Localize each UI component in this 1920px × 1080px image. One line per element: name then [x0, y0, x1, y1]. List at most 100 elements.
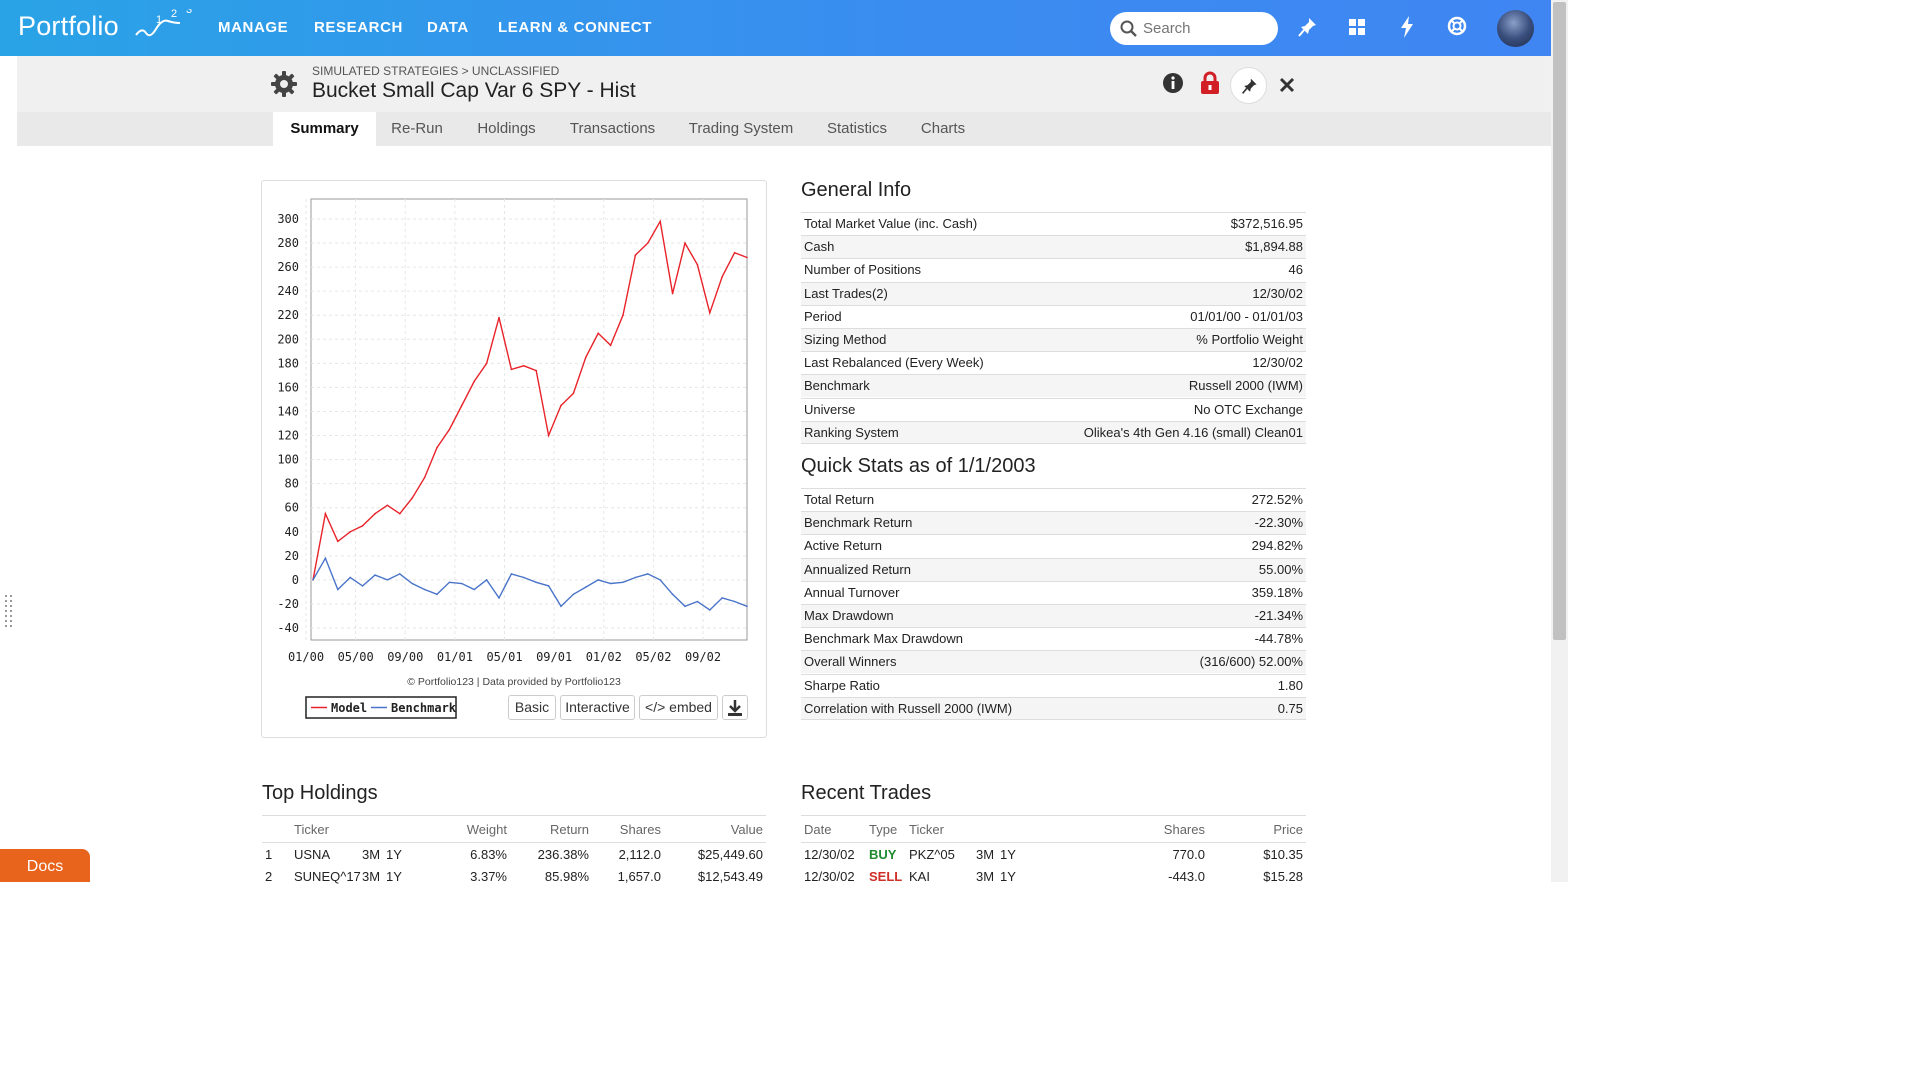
data-point-benchmark: [361, 585, 364, 587]
nav-data[interactable]: DATA: [427, 19, 469, 36]
divider: [262, 815, 766, 816]
trade-1y-link[interactable]: 1Y: [1000, 847, 1016, 862]
holding-1y-link[interactable]: 1Y: [386, 847, 402, 862]
settings-gear-icon[interactable]: [270, 70, 298, 98]
pin-icon[interactable]: [1298, 16, 1318, 38]
trade-3m-link[interactable]: 3M: [976, 869, 995, 884]
scrollbar-thumb[interactable]: [1553, 2, 1566, 640]
series-line-model: [312, 219, 748, 581]
trade-ticker-link[interactable]: KAI: [909, 869, 930, 884]
nav-research[interactable]: RESEARCH: [314, 19, 403, 36]
data-point-benchmark: [609, 582, 612, 585]
trade-date-link[interactable]: 12/30/02: [804, 847, 855, 862]
tab-statistics[interactable]: Statistics: [826, 120, 887, 137]
y-tick-label: 260: [277, 260, 299, 274]
chart-basic-button[interactable]: Basic: [508, 695, 556, 720]
search-box[interactable]: [1110, 12, 1278, 45]
trade-3m-link[interactable]: 3M: [976, 847, 995, 862]
general-info-value[interactable]: 12/30/02: [1252, 285, 1303, 301]
data-point-benchmark: [634, 576, 637, 579]
general-info-value[interactable]: 46: [1288, 262, 1303, 278]
data-point-benchmark: [523, 576, 525, 579]
x-tick-label: 05/02: [635, 650, 671, 664]
tab-transactions[interactable]: Transactions: [569, 120, 656, 137]
performance-chart: 3002802602402202001801601401201008060402…: [277, 198, 748, 719]
chart-embed-button[interactable]: </> embed: [639, 695, 718, 720]
tab-trading-system[interactable]: Trading System: [688, 120, 794, 137]
nav-learn-connect[interactable]: LEARN & CONNECT: [498, 19, 652, 36]
tab-rerun[interactable]: Re-Run: [391, 120, 443, 137]
trade-price: $15.28: [1263, 869, 1303, 884]
x-tick-label: 01/01: [437, 650, 473, 664]
tab-holdings[interactable]: Holdings: [477, 120, 536, 137]
close-icon[interactable]: [1279, 77, 1295, 93]
help-lifebuoy-icon[interactable]: [1447, 16, 1467, 36]
data-point-model: [609, 344, 612, 347]
holding-ticker-link[interactable]: USNA: [294, 847, 331, 862]
trade-1y-link[interactable]: 1Y: [1000, 869, 1016, 884]
trade-date-link[interactable]: 12/30/02: [804, 869, 855, 884]
info-icon[interactable]: [1162, 72, 1184, 94]
col-type: Type: [869, 822, 898, 837]
data-point-benchmark: [647, 573, 649, 575]
holding-3m-link[interactable]: 3M: [362, 869, 381, 884]
quick-stats-label: Annualized Return: [804, 561, 911, 577]
data-point-model: [498, 316, 500, 319]
search-icon: [1120, 20, 1137, 37]
data-point-benchmark: [746, 605, 748, 608]
svg-text:2: 2: [171, 9, 177, 20]
col-ticker: Ticker: [909, 822, 944, 837]
holding-value: $12,543.49: [697, 869, 763, 884]
y-tick-label: 20: [285, 549, 299, 563]
col-date: Date: [804, 822, 832, 837]
portfolio123-logo[interactable]: Portfolio 1 2 3: [18, 9, 192, 42]
lightning-bolt-icon[interactable]: [1400, 16, 1414, 38]
nav-manage[interactable]: MANAGE: [218, 19, 289, 36]
user-avatar[interactable]: [1497, 10, 1534, 47]
data-point-benchmark: [560, 605, 562, 608]
y-tick-label: 0: [292, 573, 299, 587]
y-tick-label: 100: [277, 453, 299, 467]
trade-shares: -443.0: [1168, 869, 1205, 884]
trade-type: BUY: [869, 847, 897, 862]
download-icon: [728, 700, 742, 716]
holding-3m-link[interactable]: 3M: [362, 847, 381, 862]
data-point-benchmark: [585, 586, 587, 588]
y-tick-label: -20: [277, 597, 299, 611]
data-point-model: [647, 242, 649, 244]
dashboard-grid-icon[interactable]: [1349, 16, 1365, 38]
x-tick-label: 05/00: [338, 650, 374, 664]
tab-summary[interactable]: Summary: [273, 112, 376, 146]
general-info-label: Ranking System: [804, 424, 899, 440]
search-input[interactable]: [1143, 18, 1268, 39]
general-info-label[interactable]: Last Trades: [804, 285, 872, 301]
general-info-value: Russell 2000 (IWM): [1188, 378, 1303, 394]
tab-charts[interactable]: Charts: [920, 120, 966, 137]
docs-button[interactable]: Docs: [0, 849, 90, 882]
breadcrumb[interactable]: SIMULATED STRATEGIES > UNCLASSIFIED: [312, 64, 560, 78]
data-point-benchmark: [498, 597, 500, 599]
general-info-value: % Portfolio Weight: [1196, 332, 1303, 347]
general-info-label[interactable]: Number of Positions: [804, 262, 922, 278]
data-point-benchmark: [399, 573, 401, 575]
trade-ticker-link[interactable]: PKZ^05: [909, 847, 955, 862]
lock-icon[interactable]: [1200, 71, 1220, 95]
chart-interactive-button[interactable]: Interactive: [560, 695, 635, 720]
holding-1y-link[interactable]: 1Y: [386, 869, 402, 884]
recent-trades-heading: Recent Trades: [801, 782, 932, 804]
data-point-benchmark: [684, 605, 686, 608]
resize-handle-icon[interactable]: [5, 595, 13, 631]
data-point-model: [448, 428, 451, 431]
data-point-benchmark: [312, 579, 314, 581]
data-point-benchmark: [721, 597, 723, 599]
quick-stats-row: Benchmark Max Drawdown -44.78%: [801, 627, 1306, 650]
holding-ticker-link[interactable]: SUNEQ^17: [294, 869, 361, 884]
page-title: Bucket Small Cap Var 6 SPY - Hist: [312, 79, 636, 102]
chart-download-button[interactable]: [722, 695, 748, 720]
col-ticker: Ticker: [294, 822, 329, 837]
tab-bar: [17, 112, 1551, 146]
x-tick-label: 09/00: [387, 650, 423, 664]
data-point-model: [399, 512, 401, 515]
general-info-value[interactable]: Olikea's 4th Gen 4.16 (small) Clean01: [1083, 424, 1303, 440]
pin-button[interactable]: [1230, 67, 1267, 104]
